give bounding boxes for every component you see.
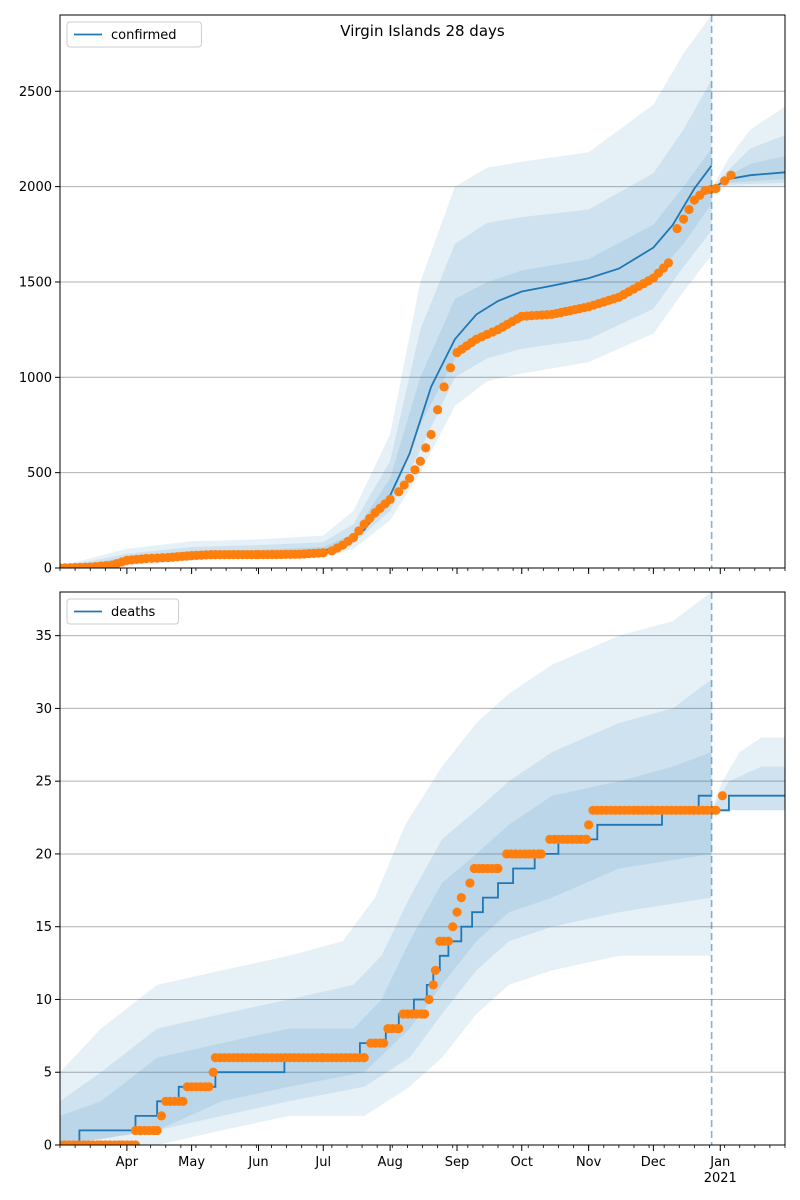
deaths-observed-point (443, 936, 453, 946)
confirmed-y-tick-label: 2500 (19, 85, 52, 100)
deaths-observed-point (156, 1111, 167, 1121)
deaths-observed-point (493, 863, 503, 874)
confirmed-observed-point (365, 513, 375, 524)
deaths-uncertainty-band (60, 679, 712, 1145)
confirmed-observed-point (439, 382, 449, 392)
x-tick-label: Nov (576, 1155, 602, 1170)
deaths-uncertainty-band (711, 766, 785, 811)
deaths-observed-point (711, 805, 721, 815)
confirmed-uncertainty-band (711, 106, 785, 189)
confirmed-y-tick-label: 1500 (19, 275, 52, 290)
confirmed-observed-point (359, 519, 369, 529)
x-tick-label: Dec (641, 1155, 666, 1170)
deaths-legend-label: deaths (111, 605, 156, 620)
deaths-y-tick-label: 10 (35, 993, 52, 1008)
confirmed-observed-point (394, 487, 404, 497)
deaths-legend: deaths (66, 598, 180, 625)
deaths-observed-point (424, 994, 434, 1005)
x-tick-label: Sep (445, 1155, 470, 1170)
deaths-uncertainty-band (60, 592, 712, 1145)
confirmed-plot-area (60, 15, 785, 568)
x-tick-label: Jan (709, 1155, 730, 1170)
deaths-observed-point (420, 1009, 430, 1019)
deaths-uncertainty-band (60, 752, 712, 1145)
x-tick-label: Jun (247, 1155, 268, 1170)
deaths-y-tick-label: 35 (35, 629, 52, 644)
confirmed-observed-point (684, 204, 694, 215)
confirmed-uncertainty-band (60, 15, 712, 568)
confirmed-observed-point (348, 532, 359, 543)
confirmed-panel: 0 500 1000 1500 2000 2500 Virgin Islands 28 da… (19, 14, 786, 577)
confirmed-uncertainty-band (711, 156, 785, 189)
deaths-observed-point (178, 1096, 188, 1106)
deaths-uncertainty-band (711, 737, 785, 811)
confirmed-observed-point (678, 214, 689, 224)
confirmed-y-tick-label: 0 (44, 562, 52, 577)
deaths-y-tick-label: 0 (44, 1139, 52, 1154)
deaths-plot-area (60, 592, 785, 1145)
deaths-observed-point (130, 1140, 141, 1145)
deaths-legend-box (66, 598, 180, 625)
confirmed-median-line (711, 171, 785, 190)
confirmed-observed-point (426, 429, 436, 440)
deaths-y-tick-label: 20 (35, 847, 52, 862)
confirmed-observed-point (399, 480, 409, 490)
x-tick-label: Jul (314, 1155, 331, 1170)
confirmed-legend-label: confirmed (111, 28, 177, 43)
confirmed-y-tick-label: 1000 (19, 371, 52, 386)
x-tick-label: May (178, 1155, 205, 1170)
deaths-y-tick-label: 30 (35, 702, 52, 717)
confirmed-observed-point (711, 183, 721, 194)
confirmed-observed-point (433, 405, 443, 415)
x-tick-label: Apr (116, 1155, 139, 1170)
deaths-y-tick-label: 5 (44, 1066, 52, 1081)
confirmed-observed-point (421, 443, 431, 453)
confirmed-observed-point (663, 258, 674, 268)
deaths-observed-point (152, 1125, 162, 1136)
confirmed-observed-point (318, 548, 328, 558)
chart-title: Virgin Islands 28 days (340, 22, 505, 40)
x-tick-label: Oct (511, 1155, 533, 1170)
deaths-observed-point (465, 878, 475, 888)
deaths-observed-point (359, 1053, 369, 1063)
deaths-observed-point (581, 834, 592, 844)
deaths-observed-point (428, 980, 438, 990)
confirmed-observed-point (415, 456, 425, 466)
deaths-observed-point (379, 1038, 389, 1048)
confirmed-legend-box (66, 21, 202, 48)
confirmed-observed-point (385, 494, 395, 504)
x-tick-label: Aug (377, 1155, 402, 1170)
deaths-observed-point (394, 1023, 404, 1034)
deaths-observed-point (717, 791, 728, 801)
deaths-observed-point (208, 1067, 218, 1077)
deaths-observed-point (448, 922, 458, 932)
x-tick-year-label: 2021 (704, 1171, 737, 1186)
confirmed-observed-point (726, 170, 736, 180)
deaths-panel: 0 5 10 15 20 25 30 35 Apr May Jun Jul Aug Sep Oct Nov De… (35, 591, 786, 1186)
confirmed-observed-point (410, 465, 420, 475)
deaths-observed-point (452, 907, 462, 917)
confirmed-observed-point (719, 176, 730, 186)
deaths-observed-point (204, 1082, 214, 1092)
confirmed-y-tick-label: 500 (27, 466, 52, 481)
deaths-observed-point (536, 849, 546, 859)
deaths-observed-point (456, 893, 466, 903)
deaths-y-tick-label: 25 (35, 775, 52, 790)
confirmed-legend: confirmed (66, 21, 202, 48)
confirmed-observed-point (672, 223, 682, 234)
confirmed-observed-point (354, 526, 364, 536)
deaths-y-tick-label: 15 (35, 920, 52, 935)
confirmed-observed-point (445, 363, 456, 373)
confirmed-y-tick-label: 2000 (19, 180, 52, 195)
confirmed-observed-point (404, 473, 415, 483)
deaths-observed-point (584, 820, 594, 830)
deaths-observed-point (430, 965, 441, 975)
confirmed-uncertainty-band (60, 79, 712, 568)
